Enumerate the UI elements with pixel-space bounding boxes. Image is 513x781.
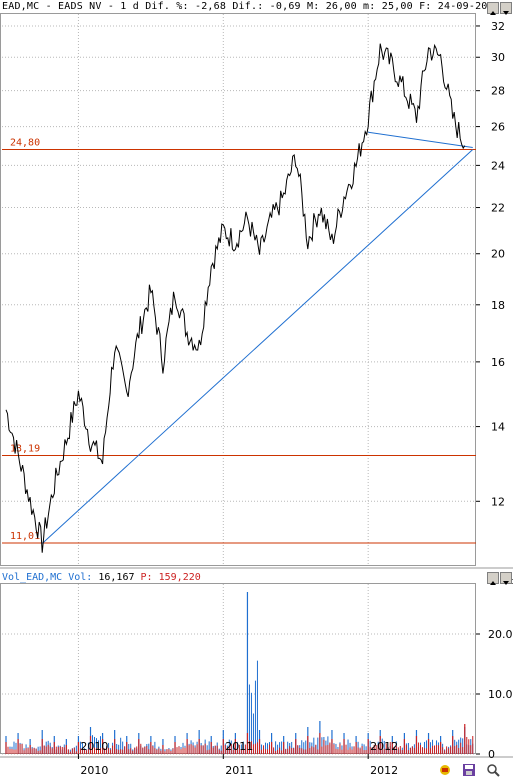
- dif-label: Dif.:: [232, 1, 264, 12]
- header-separator: -: [45, 1, 52, 12]
- trend-line: [368, 131, 473, 149]
- zoom-icon[interactable]: [486, 762, 500, 777]
- volume-p-label: P:: [140, 572, 153, 583]
- price-y-tick-label: 28: [491, 85, 505, 98]
- price-y-tick-label: 22: [491, 202, 505, 215]
- scroll-down-icon[interactable]: [500, 2, 512, 15]
- price-y-tick-label: 24: [491, 159, 505, 172]
- date-value: 24-09-20: [437, 1, 488, 12]
- volume-scroll-down-icon[interactable]: [500, 572, 512, 585]
- price-y-tick-label: 20: [491, 248, 505, 261]
- volume-header: Vol_EAD,MC Vol: 16,167 P: 159,220: [2, 572, 201, 583]
- scroll-up-glyph: [490, 11, 496, 15]
- trend-lines: [41, 131, 474, 544]
- volume-y-tick-label: 10.0: [488, 688, 513, 701]
- min-label: m:: [363, 1, 376, 12]
- max-value: 26,00: [325, 1, 357, 12]
- price-header: EAD,MC - EADS NV - 1 d Dif. %: -2,68 Dif…: [2, 1, 488, 12]
- price-y-tick-label: 30: [491, 51, 505, 64]
- volume-y-tick-label: 20.0: [488, 628, 513, 641]
- volume-x-tick-label: 2010: [80, 740, 108, 753]
- zoom-glyph: [487, 764, 500, 777]
- print-icon[interactable]: [438, 762, 452, 776]
- volume-y-axis: 010.020.0x10: [476, 578, 513, 761]
- date-label: F:: [419, 1, 432, 12]
- dif-value: -0,69: [269, 1, 301, 12]
- price-grid: [2, 14, 476, 566]
- support-level-label: 13,19: [10, 443, 40, 454]
- timeframe-prefix: -: [107, 1, 115, 12]
- scroll-up-icon[interactable]: [487, 2, 499, 15]
- scroll-down-glyph: [503, 11, 509, 15]
- volume-scroll-up-glyph: [490, 581, 496, 585]
- price-y-tick-label: 12: [491, 495, 505, 508]
- volume-panel-frame: [0, 583, 476, 754]
- x-tick-label: 2011: [225, 764, 253, 777]
- price-y-tick-label: 14: [491, 421, 505, 434]
- volume-series-label: Vol_EAD,MC: [2, 572, 63, 583]
- timeframe: 1 d: [120, 1, 139, 12]
- instrument-name: EADS NV: [58, 1, 102, 12]
- price-y-tick-label: 26: [491, 121, 505, 134]
- volume-grid: [2, 584, 476, 755]
- save-glyph: [463, 764, 475, 776]
- x-axis: 2010 2010 2011 2011 2012 2012: [77, 740, 398, 777]
- min-value: 25,00: [381, 1, 413, 12]
- dif-pct-label: Dif. %:: [145, 1, 189, 12]
- price-line: [5, 43, 466, 553]
- x-tick-label: 2010: [80, 764, 108, 777]
- x-tick-label: 2012: [370, 764, 398, 777]
- max-label: M:: [307, 1, 320, 12]
- price-y-tick-label: 16: [491, 356, 505, 369]
- volume-y-tick-label: 0: [488, 748, 495, 761]
- support-level-label: 24,80: [10, 137, 40, 148]
- price-y-tick-label: 32: [491, 20, 505, 33]
- volume-p-value: 159,220: [158, 572, 201, 583]
- volume-bars: [5, 592, 474, 754]
- volume-vol-value: 16,167: [98, 572, 135, 583]
- trend-line: [41, 149, 474, 544]
- symbol: EAD,MC: [2, 1, 40, 12]
- price-y-tick-label: 18: [491, 299, 505, 312]
- volume-x-tick-label: 2012: [370, 740, 398, 753]
- volume-scroll-up-icon[interactable]: [487, 572, 499, 585]
- price-panel-frame: [0, 13, 476, 566]
- horizontal-levels: 24,80 13,19 11,01: [2, 137, 476, 544]
- price-series: [5, 43, 466, 553]
- dif-pct-value: -2,68: [194, 1, 227, 12]
- support-level-label: 11,01: [10, 531, 40, 542]
- print-glyph: [440, 765, 450, 775]
- save-icon[interactable]: [462, 762, 476, 776]
- volume-vol-label: Vol:: [68, 572, 93, 583]
- volume-scroll-down-glyph: [503, 581, 509, 585]
- price-y-axis: 12 14 16 18 20 22 24 26 28 30 32: [476, 20, 505, 508]
- volume-x-tick-label: 2011: [225, 740, 253, 753]
